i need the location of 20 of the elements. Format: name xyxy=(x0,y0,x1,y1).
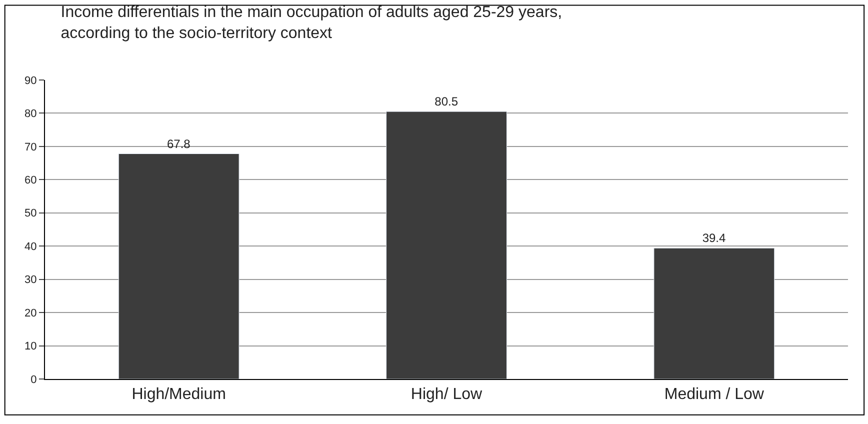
bar xyxy=(654,248,775,379)
y-tick-label: 40 xyxy=(24,240,37,253)
y-tick-label: 70 xyxy=(24,141,37,154)
bar xyxy=(386,111,507,379)
x-tick-label: High/Medium xyxy=(132,386,226,404)
y-tick-label: 80 xyxy=(24,108,37,120)
bar xyxy=(118,154,240,379)
y-tick-label: 90 xyxy=(24,74,37,87)
y-tick-label: 50 xyxy=(24,208,37,220)
y-tick-label: 0 xyxy=(30,374,37,386)
y-tick-label: 20 xyxy=(24,307,37,320)
data-label: 39.4 xyxy=(702,231,726,246)
x-tick-label: High/ Low xyxy=(410,386,483,404)
y-tick-label: 60 xyxy=(24,174,37,187)
y-tick-label: 10 xyxy=(24,340,37,353)
x-tick-label: Medium / Low xyxy=(664,386,764,404)
y-tick-label: 30 xyxy=(24,274,37,286)
chart-title: Income differentials in the main occupation of adults aged 25-29 years, according to the socio-territory context xyxy=(60,4,562,42)
data-label: 80.5 xyxy=(434,94,458,109)
data-label: 67.8 xyxy=(166,136,191,151)
